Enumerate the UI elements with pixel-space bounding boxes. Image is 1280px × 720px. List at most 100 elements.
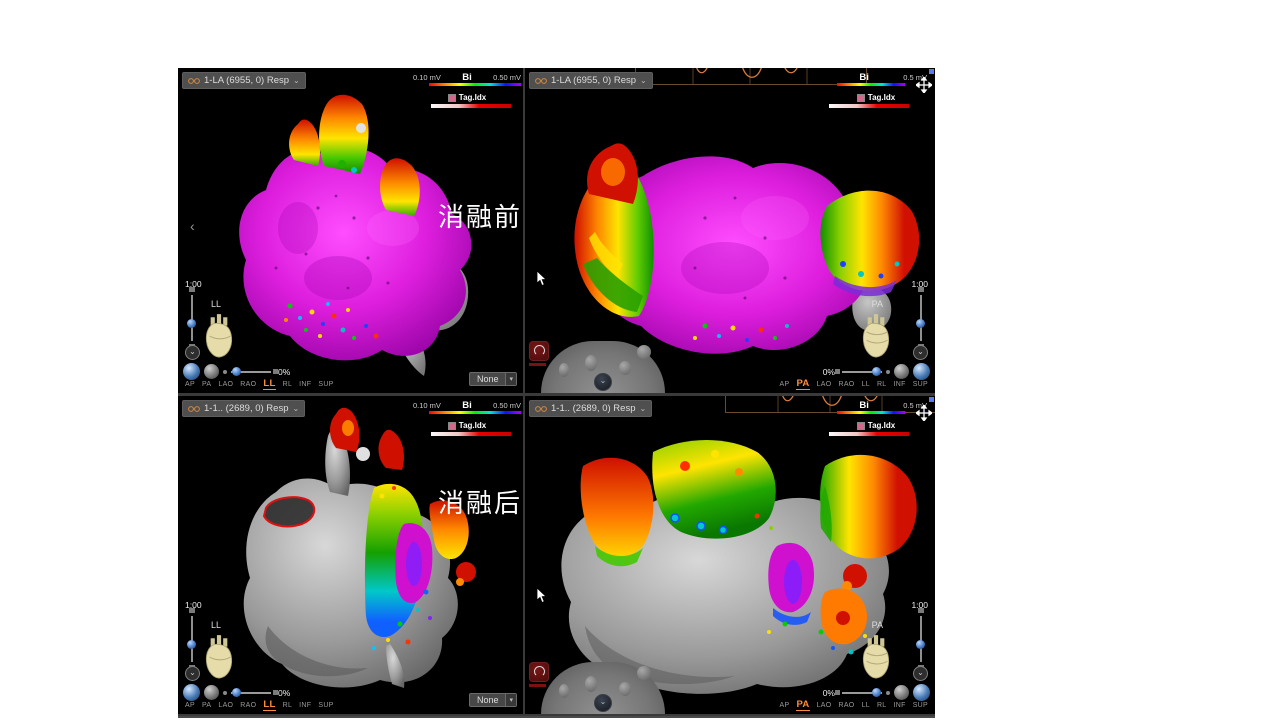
tag-gradient-bar bbox=[431, 104, 511, 108]
orientation-ap[interactable]: AP bbox=[185, 381, 195, 388]
orientation-ll[interactable]: LL bbox=[861, 381, 870, 388]
rotate-globe-button[interactable] bbox=[183, 363, 200, 380]
transparency-slider-thumb[interactable] bbox=[232, 688, 241, 697]
scale-max-label: 0.50 mV bbox=[493, 401, 521, 410]
orientation-sup[interactable]: SUP bbox=[318, 381, 334, 388]
collapse-button[interactable]: ⌄ bbox=[185, 345, 200, 360]
orientation-lao[interactable]: LAO bbox=[218, 702, 234, 709]
zoom-slider[interactable] bbox=[916, 287, 925, 349]
opacity-ball-button[interactable] bbox=[204, 685, 219, 700]
rotate-globe-button[interactable] bbox=[913, 363, 930, 380]
map-selector[interactable]: 1-LA (6955, 0) Resp ⌄ bbox=[529, 72, 653, 89]
orientation-rao[interactable]: RAO bbox=[838, 702, 855, 709]
orientation-pa[interactable]: PA bbox=[796, 378, 810, 390]
zoom-slider[interactable] bbox=[187, 287, 196, 349]
scale-max-label: 0.5 mV bbox=[903, 73, 927, 82]
scale-type-label: Bi bbox=[859, 400, 869, 411]
orientation-pa[interactable]: PA bbox=[201, 702, 212, 709]
transparency-slider-thumb[interactable] bbox=[232, 367, 241, 376]
orientation-ll[interactable]: LL bbox=[263, 699, 276, 711]
orientation-inf[interactable]: INF bbox=[299, 381, 312, 388]
map-selector[interactable]: 1-LA (6955, 0) Resp ⌄ bbox=[182, 72, 306, 89]
map-title: 1-1.. (2689, 0) Resp bbox=[204, 403, 289, 414]
transparency-slider-thumb[interactable] bbox=[872, 688, 881, 697]
orientation-buttons: AP PA LAO RAO LL RL INF SUP bbox=[780, 378, 928, 390]
voltage-map-mesh-pre-pa[interactable] bbox=[525, 68, 935, 393]
opacity-ball-button[interactable] bbox=[894, 685, 909, 700]
tag-checkbox-icon[interactable] bbox=[856, 421, 865, 430]
rotate-globe-button[interactable] bbox=[913, 684, 930, 701]
chevron-down-icon: ⌄ bbox=[917, 668, 924, 677]
map-selector[interactable]: 1-1.. (2689, 0) Resp ⌄ bbox=[182, 400, 306, 417]
orientation-ll[interactable]: LL bbox=[263, 378, 276, 390]
map-title: 1-LA (6955, 0) Resp bbox=[551, 75, 637, 86]
orientation-inf[interactable]: INF bbox=[299, 702, 312, 709]
orientation-rl[interactable]: RL bbox=[282, 702, 293, 709]
orientation-rao[interactable]: RAO bbox=[240, 381, 257, 388]
transparency-slider[interactable] bbox=[835, 367, 882, 376]
voltage-scale: Bi 0.5 mV Tag.Idx bbox=[825, 401, 927, 436]
tag-label: Tag.Idx bbox=[458, 93, 487, 102]
orientation-ll[interactable]: LL bbox=[861, 702, 870, 709]
orientation-ap[interactable]: AP bbox=[185, 702, 195, 709]
orientation-rl[interactable]: RL bbox=[282, 381, 293, 388]
orientation-lao[interactable]: LAO bbox=[218, 381, 234, 388]
orientation-heart-icon[interactable] bbox=[202, 311, 236, 359]
dome-menu-button[interactable]: ⌄ bbox=[594, 694, 612, 712]
transparency-slider-thumb[interactable] bbox=[872, 367, 881, 376]
orientation-inf[interactable]: INF bbox=[893, 381, 906, 388]
voltage-gradient-bar bbox=[837, 83, 905, 86]
orientation-rao[interactable]: RAO bbox=[240, 702, 257, 709]
rotate-globe-button[interactable] bbox=[183, 684, 200, 701]
zoom-slider-thumb[interactable] bbox=[187, 640, 196, 649]
orientation-ap[interactable]: AP bbox=[779, 381, 790, 388]
orientation-rl[interactable]: RL bbox=[876, 381, 887, 388]
dome-menu-button[interactable]: ⌄ bbox=[594, 373, 612, 391]
transparency-slider[interactable] bbox=[835, 688, 882, 697]
voltage-map-mesh-pre-ll[interactable] bbox=[178, 68, 523, 393]
overlay-dropdown[interactable]: None ▾ bbox=[468, 372, 517, 386]
chevron-left-icon[interactable]: ‹ bbox=[190, 218, 195, 234]
glasses-icon bbox=[535, 77, 547, 84]
tag-checkbox-icon[interactable] bbox=[447, 93, 456, 102]
transparency-slider[interactable] bbox=[231, 367, 278, 376]
orientation-rl[interactable]: RL bbox=[876, 702, 887, 709]
orientation-heart-icon[interactable] bbox=[859, 311, 893, 359]
orientation-pa[interactable]: PA bbox=[796, 699, 810, 711]
overlay-dropdown[interactable]: None ▾ bbox=[468, 693, 517, 707]
orientation-rao[interactable]: RAO bbox=[838, 381, 855, 388]
opacity-ball-button[interactable] bbox=[204, 364, 219, 379]
voltage-map-mesh-post-pa[interactable] bbox=[525, 396, 935, 714]
slider-dot bbox=[886, 370, 890, 374]
dropdown-arrow-icon: ▾ bbox=[505, 694, 516, 706]
orientation-sup[interactable]: SUP bbox=[318, 702, 334, 709]
tag-label: Tag.Idx bbox=[867, 93, 896, 102]
voltage-map-mesh-post-ll[interactable] bbox=[178, 396, 523, 714]
orientation-lao[interactable]: LAO bbox=[816, 381, 832, 388]
orientation-heart-icon[interactable] bbox=[859, 632, 893, 680]
opacity-ball-button[interactable] bbox=[894, 364, 909, 379]
zoom-slider[interactable] bbox=[187, 608, 196, 670]
collapse-button[interactable]: ⌄ bbox=[913, 666, 928, 681]
zoom-slider-thumb[interactable] bbox=[916, 319, 925, 328]
collapse-button[interactable]: ⌄ bbox=[913, 345, 928, 360]
map-selector[interactable]: 1-1.. (2689, 0) Resp ⌄ bbox=[529, 400, 653, 417]
orientation-lao[interactable]: LAO bbox=[816, 702, 832, 709]
orientation-ap[interactable]: AP bbox=[779, 702, 790, 709]
zoom-slider[interactable] bbox=[916, 608, 925, 670]
tag-gradient-bar bbox=[829, 432, 909, 436]
heart-view-label: LL bbox=[211, 299, 222, 309]
orientation-sup[interactable]: SUP bbox=[912, 702, 928, 709]
orientation-sup[interactable]: SUP bbox=[912, 381, 928, 388]
tag-checkbox-icon[interactable] bbox=[856, 93, 865, 102]
chevron-down-icon: ⌄ bbox=[189, 668, 196, 677]
transparency-slider[interactable] bbox=[231, 688, 278, 697]
scale-min-label: 0.10 mV bbox=[413, 73, 441, 82]
zoom-slider-thumb[interactable] bbox=[187, 319, 196, 328]
zoom-slider-thumb[interactable] bbox=[916, 640, 925, 649]
collapse-button[interactable]: ⌄ bbox=[185, 666, 200, 681]
orientation-heart-icon[interactable] bbox=[202, 632, 236, 680]
orientation-inf[interactable]: INF bbox=[893, 702, 906, 709]
tag-checkbox-icon[interactable] bbox=[447, 421, 456, 430]
orientation-pa[interactable]: PA bbox=[201, 381, 212, 388]
